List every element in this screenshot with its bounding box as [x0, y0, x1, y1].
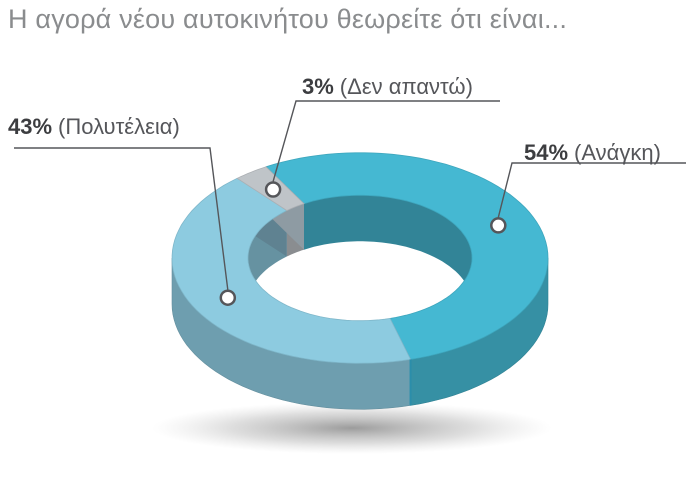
slice-marker-0 — [490, 217, 507, 234]
chart-shadow — [152, 402, 552, 454]
leader-line-2 — [272, 100, 500, 182]
slice-inner-wall-0 — [304, 195, 472, 304]
slice-marker-2 — [264, 181, 282, 198]
slice-marker-1 — [219, 289, 237, 306]
slice-percent: 43% — [8, 114, 53, 139]
slice-percent: 54% — [524, 140, 569, 165]
slice-label-polyteleia: 43% (Πολυτέλεια) — [8, 114, 180, 139]
slice-label-anagki: 54% (Ανάγκη) — [524, 140, 661, 165]
slice-name: Ανάγκη — [581, 140, 654, 165]
leader-line-0 — [497, 162, 686, 218]
slice-label-den-apanto: 3% (Δεν απαντώ) — [302, 74, 473, 99]
leader-line-1 — [14, 147, 229, 290]
slice-name: Δεν απαντώ — [347, 74, 466, 99]
slice-percent: 3% — [302, 74, 334, 99]
chart-title: Η αγορά νέου αυτοκινήτου θεωρείτε ότι εί… — [8, 4, 568, 34]
slice-name: Πολυτέλεια — [65, 114, 173, 139]
